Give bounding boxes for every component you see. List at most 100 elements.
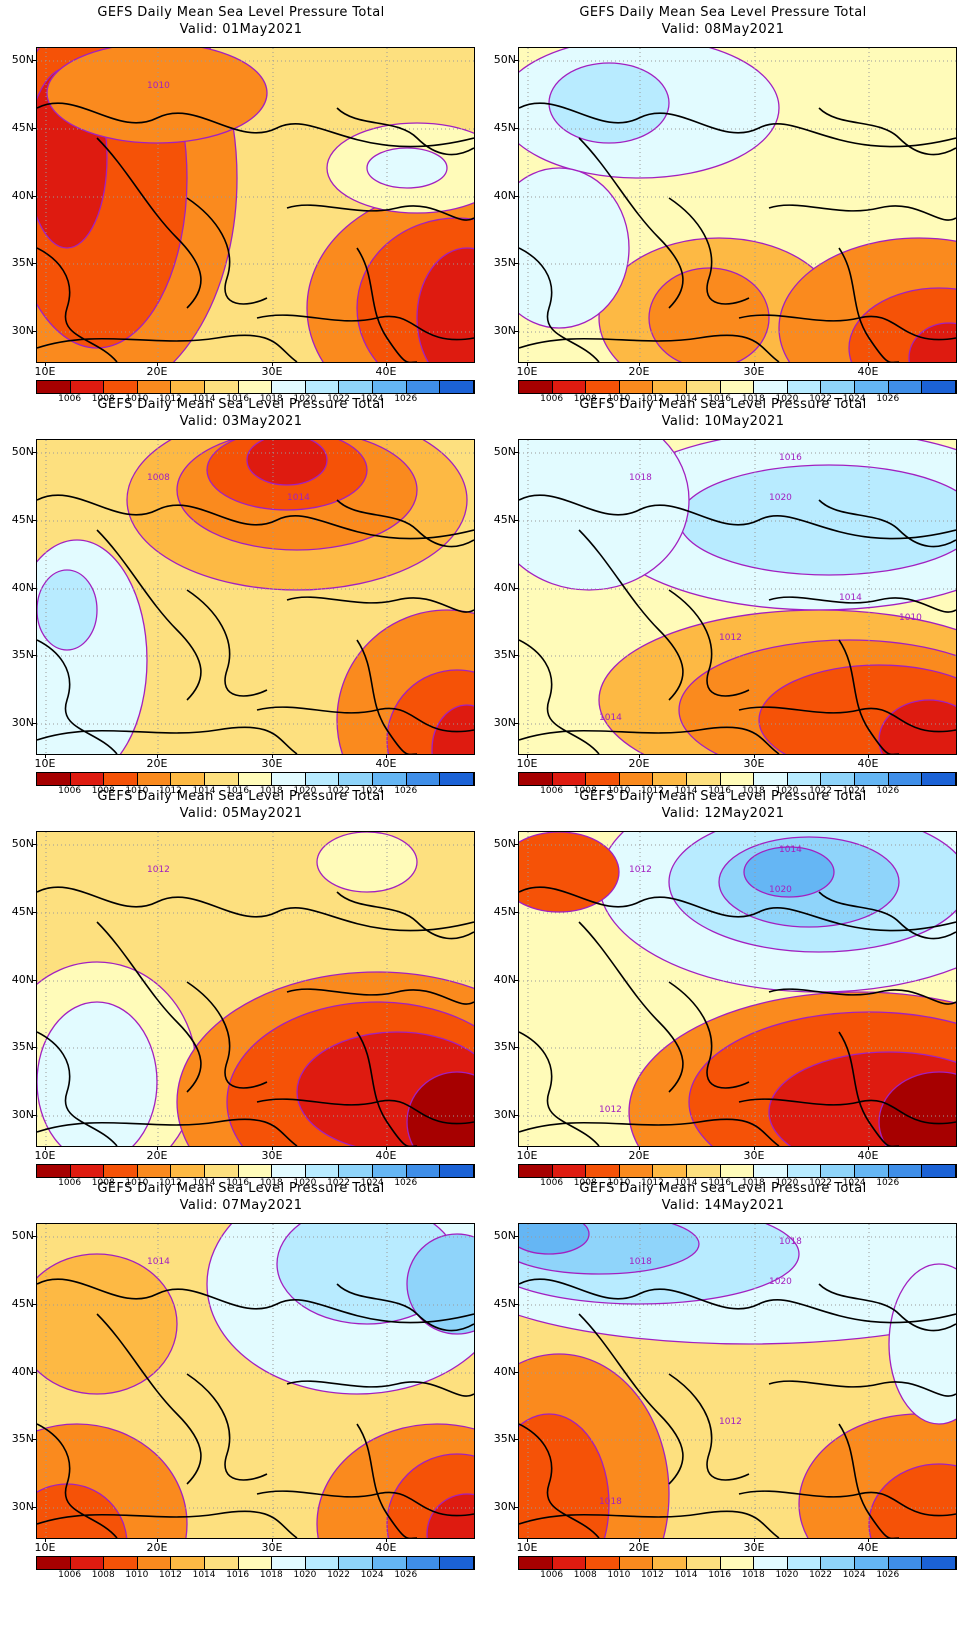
colorbar-swatch [821, 1165, 856, 1177]
latitude-label: 45N [11, 1297, 34, 1310]
axis-tick [754, 362, 755, 366]
coastline [578, 529, 684, 701]
colorbar-level-label: 1012 [159, 1570, 182, 1580]
coastline [356, 1423, 417, 1538]
colorbar-level-label: 1010 [607, 1178, 631, 1188]
longitude-label: 30E [743, 1541, 765, 1554]
colorbar-level-label: 1006 [58, 1570, 82, 1580]
latitude-label: 40N [11, 1365, 34, 1378]
colorbar-swatch [888, 1165, 923, 1177]
coastline [818, 499, 956, 548]
coastline [286, 204, 474, 221]
colorbar-level-label: 1024 [360, 1178, 384, 1188]
colorbar-swatch [720, 381, 755, 393]
coastline [768, 1380, 956, 1397]
coastline [838, 247, 899, 362]
colorbar-swatch [37, 1557, 71, 1569]
coastline [578, 1313, 684, 1485]
coastline [356, 639, 417, 754]
pressure-field: 1012 1020 1014 1012 [519, 832, 956, 1146]
colorbar-swatch [305, 1165, 340, 1177]
colorbar-level-label: 1022 [809, 394, 832, 404]
colorbar-level-label: 1018 [741, 786, 765, 796]
colorbar-swatch [70, 381, 105, 393]
colorbar-swatch [586, 1557, 620, 1569]
latitude-label: 40N [493, 581, 516, 594]
colorbar-level-label: 1024 [842, 1178, 866, 1188]
colorbar-swatch [586, 773, 620, 785]
colorbar-swatch [238, 381, 273, 393]
latitude-label: 45N [493, 905, 516, 918]
colorbar-level-label: 1022 [809, 786, 832, 796]
longitude-label: 20E [146, 757, 168, 770]
colorbar [518, 380, 957, 394]
colorbar-swatch [720, 773, 755, 785]
panel-title: GEFS Daily Mean Sea Level Pressure Total [579, 789, 867, 804]
latitude-label: 45N [11, 121, 34, 134]
colorbar-level-label: 1018 [259, 1570, 283, 1580]
colorbar-swatch [922, 1165, 956, 1177]
coastline [96, 1313, 202, 1485]
longitude-label: 20E [146, 365, 168, 378]
axis-tick [32, 60, 36, 61]
latitude-label: 50N [11, 837, 34, 850]
colorbar-swatch [104, 381, 138, 393]
pressure-map: 1010 [36, 47, 475, 363]
longitude-label: 40E [375, 1149, 397, 1162]
colorbar-labels: 1006 1008 1010 1012 1014 1016 1018 1020 1022 1024… [518, 1570, 955, 1582]
isobar-region [519, 1224, 590, 1255]
longitude-label: 30E [261, 1541, 283, 1554]
panel-title: GEFS Daily Mean Sea Level Pressure Total [579, 397, 867, 412]
axis-tick [514, 723, 518, 724]
latitude-label: 35N [493, 256, 516, 269]
colorbar-level-label: 1020 [293, 1570, 317, 1580]
contour-label: 1014 [839, 593, 862, 603]
panel-valid-date: Valid: 03May2021 [179, 414, 303, 429]
colorbar-level-label: 1018 [259, 1178, 283, 1188]
panel-valid-date: Valid: 05May2021 [179, 806, 303, 821]
colorbar-swatch [519, 381, 553, 393]
pressure-map: 1012 1020 1014 1012 [518, 831, 957, 1147]
coastline [336, 891, 474, 940]
latitude-label: 35N [11, 1040, 34, 1053]
map-panel: GEFS Daily Mean Sea Level Pressure Total… [482, 392, 964, 802]
isobar-region [878, 699, 956, 754]
axis-tick [514, 263, 518, 264]
isobar-region [246, 440, 328, 486]
colorbar-swatch [406, 1165, 441, 1177]
colorbar-level-label: 1010 [607, 394, 631, 404]
latitude-label: 50N [493, 1229, 516, 1242]
panel-title: GEFS Daily Mean Sea Level Pressure Total [97, 1181, 385, 1196]
colorbar-swatch [720, 1165, 755, 1177]
axis-tick [514, 1507, 518, 1508]
longitude-label: 40E [857, 1541, 879, 1554]
colorbar-swatch [888, 1557, 923, 1569]
colorbar-level-label: 1014 [674, 1570, 698, 1580]
colorbar-swatch [440, 381, 474, 393]
colorbar-swatch [238, 1165, 273, 1177]
panel-valid-date: Valid: 07May2021 [179, 1198, 303, 1213]
axis-tick [527, 754, 528, 758]
contour-label: 1020 [769, 885, 792, 895]
colorbar-level-label: 1024 [842, 394, 866, 404]
colorbar-level-label: 1010 [125, 394, 149, 404]
colorbar-swatch [272, 381, 306, 393]
colorbar-level-label: 1012 [159, 786, 182, 796]
colorbar-level-label: 1018 [741, 1570, 765, 1580]
latitude-label: 50N [11, 53, 34, 66]
isobar-region [908, 322, 956, 362]
colorbar-swatch [754, 1165, 788, 1177]
coastline [96, 921, 202, 1093]
axis-tick [32, 520, 36, 521]
coastline [186, 589, 268, 697]
colorbar-level-label: 1010 [607, 1570, 631, 1580]
colorbar-level-label: 1006 [58, 394, 82, 404]
axis-tick [32, 1439, 36, 1440]
isobar-region [678, 464, 956, 576]
axis-tick [32, 588, 36, 589]
latitude-label: 30N [493, 716, 516, 729]
axis-tick [514, 1047, 518, 1048]
axis-tick [754, 1146, 755, 1150]
colorbar [518, 1556, 957, 1570]
panel-title: GEFS Daily Mean Sea Level Pressure Total [97, 789, 385, 804]
